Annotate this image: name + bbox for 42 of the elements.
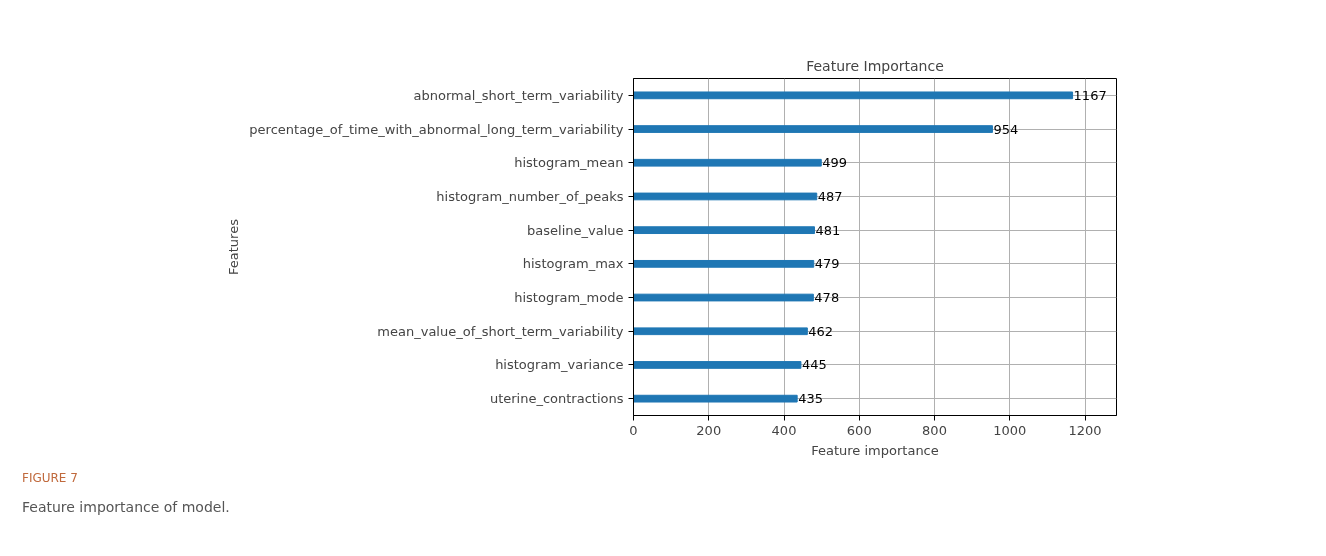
bar xyxy=(633,125,993,133)
data-label: 435 xyxy=(798,391,823,407)
data-label: 445 xyxy=(801,357,827,373)
data-label: 462 xyxy=(808,323,834,339)
y-tick-label: baseline_value xyxy=(527,222,624,238)
x-tick-label: 1200 xyxy=(1068,422,1102,438)
y-tick-label: abnormal_short_term_variability xyxy=(413,87,624,103)
x-tick-label: 1000 xyxy=(993,422,1027,438)
y-tick-label: histogram_mode xyxy=(514,290,624,306)
data-label: 1167 xyxy=(1073,87,1107,103)
data-label: 954 xyxy=(993,121,1019,137)
data-label: 499 xyxy=(822,155,848,171)
y-tick-label: histogram_number_of_peaks xyxy=(436,188,624,204)
data-label: 478 xyxy=(814,290,840,306)
text: Feature importance of model. xyxy=(22,498,230,518)
bar xyxy=(633,226,815,235)
x-axis-title: Feature importance xyxy=(811,442,939,458)
bar xyxy=(633,91,1074,100)
bar xyxy=(633,259,815,268)
y-axis-title: Features xyxy=(226,218,242,275)
bar xyxy=(633,361,802,369)
bar xyxy=(633,327,808,336)
y-tick-label: histogram_mean xyxy=(514,155,624,171)
x-tick-label: 0 xyxy=(629,422,638,438)
caption: FIGURE 7 xyxy=(22,470,78,487)
y-tick-label: uterine_contractions xyxy=(489,391,624,407)
x-tick-label: 200 xyxy=(696,422,722,438)
y-tick-label: mean_value_of_short_term_variability xyxy=(377,323,624,339)
y-tick-label: percentage_of_time_with_abnormal_long_term_variability xyxy=(249,121,624,137)
chart-title: Feature Importance xyxy=(806,57,944,74)
data-label: 479 xyxy=(814,256,840,272)
bar xyxy=(633,192,818,201)
y-tick-label: histogram_max xyxy=(522,256,624,272)
x-tick-label: 800 xyxy=(922,422,947,438)
data-label: 481 xyxy=(815,222,841,238)
data-label: 487 xyxy=(817,188,843,204)
y-tick-label: histogram_variance xyxy=(495,357,624,373)
bar xyxy=(633,158,822,167)
bar xyxy=(633,293,814,302)
x-tick-label: 400 xyxy=(771,422,797,438)
bar xyxy=(633,394,798,403)
x-tick-label: 600 xyxy=(846,422,872,438)
